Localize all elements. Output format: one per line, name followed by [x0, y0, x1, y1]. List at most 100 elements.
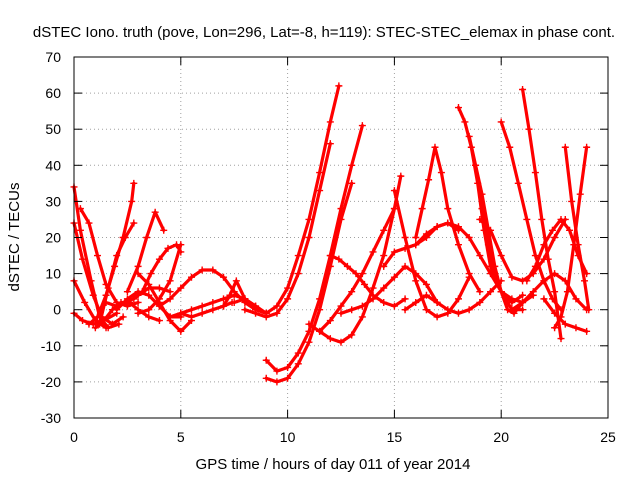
y-tick-label: 10: [45, 266, 61, 282]
data-point-marker: [130, 179, 138, 187]
data-point-marker: [506, 143, 514, 151]
data-point-marker: [412, 241, 420, 249]
y-tick-labels: -30 -20 -10 0 10 20 30 40 50 60 70: [41, 49, 61, 426]
data-point-marker: [316, 187, 324, 195]
data-point-marker: [476, 215, 484, 223]
data-point-marker: [273, 309, 281, 317]
data-point-marker: [198, 266, 206, 274]
data-point-marker: [198, 302, 206, 310]
series-37: [523, 215, 591, 285]
series-line: [72, 221, 125, 326]
data-point-marker: [487, 226, 495, 234]
data-point-marker: [294, 360, 302, 368]
data-point-marker: [574, 241, 582, 249]
series-41: [540, 295, 591, 335]
gridlines: [74, 57, 608, 418]
data-point-marker: [476, 288, 484, 296]
data-point-marker: [431, 143, 439, 151]
data-point-marker: [187, 273, 195, 281]
data-point-marker: [155, 284, 163, 292]
data-point-marker: [177, 309, 185, 317]
data-point-marker: [497, 118, 505, 126]
data-point-marker: [352, 270, 360, 278]
data-point-marker: [572, 324, 580, 332]
data-point-marker: [226, 291, 234, 299]
data-point-marker: [177, 241, 185, 249]
series-line: [414, 145, 482, 294]
data-point-marker: [166, 295, 174, 303]
data-point-marker: [397, 172, 405, 180]
data-point-marker: [380, 262, 388, 270]
data-point-marker: [326, 140, 334, 148]
data-point-marker: [390, 302, 398, 310]
data-point-marker: [113, 306, 121, 314]
data-point-marker: [209, 306, 217, 314]
data-point-marker: [284, 374, 292, 382]
data-point-marker: [531, 262, 539, 270]
series-13: [134, 241, 185, 317]
data-point-marker: [177, 327, 185, 335]
series-24: [316, 172, 405, 335]
data-point-marker: [422, 291, 430, 299]
data-point-marker: [187, 313, 195, 321]
data-point-marker: [273, 378, 281, 386]
data-point-marker: [538, 215, 546, 223]
data-point-marker: [130, 219, 138, 227]
y-tick-label: 20: [45, 230, 61, 246]
data-point-marker: [401, 306, 409, 314]
data-point-marker: [465, 234, 473, 241]
data-point-marker: [220, 273, 228, 281]
y-tick-label: 70: [45, 49, 61, 65]
data-point-marker: [583, 327, 591, 335]
data-point-marker: [487, 288, 495, 296]
data-point-marker: [134, 270, 142, 278]
data-point-marker: [563, 288, 571, 296]
data-point-marker: [104, 284, 112, 292]
series-line: [307, 207, 396, 344]
data-point-marker: [519, 298, 527, 306]
data-point-marker: [454, 104, 462, 112]
series-line: [403, 279, 503, 315]
series-line: [339, 264, 439, 315]
data-point-marker: [134, 298, 142, 306]
data-point-marker: [337, 215, 345, 223]
series-line: [525, 217, 589, 283]
data-point-marker: [369, 295, 377, 303]
data-point-marker: [232, 277, 240, 285]
data-point-marker: [145, 306, 153, 314]
data-point-marker: [160, 226, 168, 234]
data-point-marker: [508, 273, 516, 281]
data-point-marker: [305, 215, 313, 223]
data-point-marker: [472, 161, 480, 169]
data-point-marker: [401, 295, 409, 303]
x-tick-label: 20: [493, 429, 509, 445]
series-line: [392, 189, 471, 319]
data-point-marker: [209, 266, 217, 274]
data-point-marker: [529, 288, 537, 296]
data-point-marker: [422, 280, 430, 288]
data-point-marker: [465, 132, 473, 140]
data-point-marker: [348, 331, 356, 339]
x-tick-label: 5: [177, 429, 185, 445]
data-point-marker: [390, 273, 398, 281]
axes: [73, 56, 609, 419]
data-point-marker: [166, 288, 174, 296]
data-point-marker: [497, 288, 505, 296]
data-point-marker: [437, 169, 445, 177]
data-point-marker: [544, 255, 552, 263]
data-point-marker: [585, 306, 593, 314]
data-point-marker: [326, 335, 334, 343]
data-point-marker: [476, 298, 484, 306]
data-point-marker: [85, 320, 93, 328]
data-point-marker: [523, 215, 531, 223]
data-point-marker: [147, 270, 155, 278]
data-point-marker: [444, 205, 452, 213]
data-point-marker: [166, 277, 174, 285]
data-point-marker: [551, 288, 559, 296]
data-point-marker: [531, 252, 539, 260]
data-point-marker: [305, 320, 313, 328]
data-point-marker: [380, 252, 388, 260]
series-18: [230, 82, 343, 317]
data-point-marker: [76, 205, 84, 213]
